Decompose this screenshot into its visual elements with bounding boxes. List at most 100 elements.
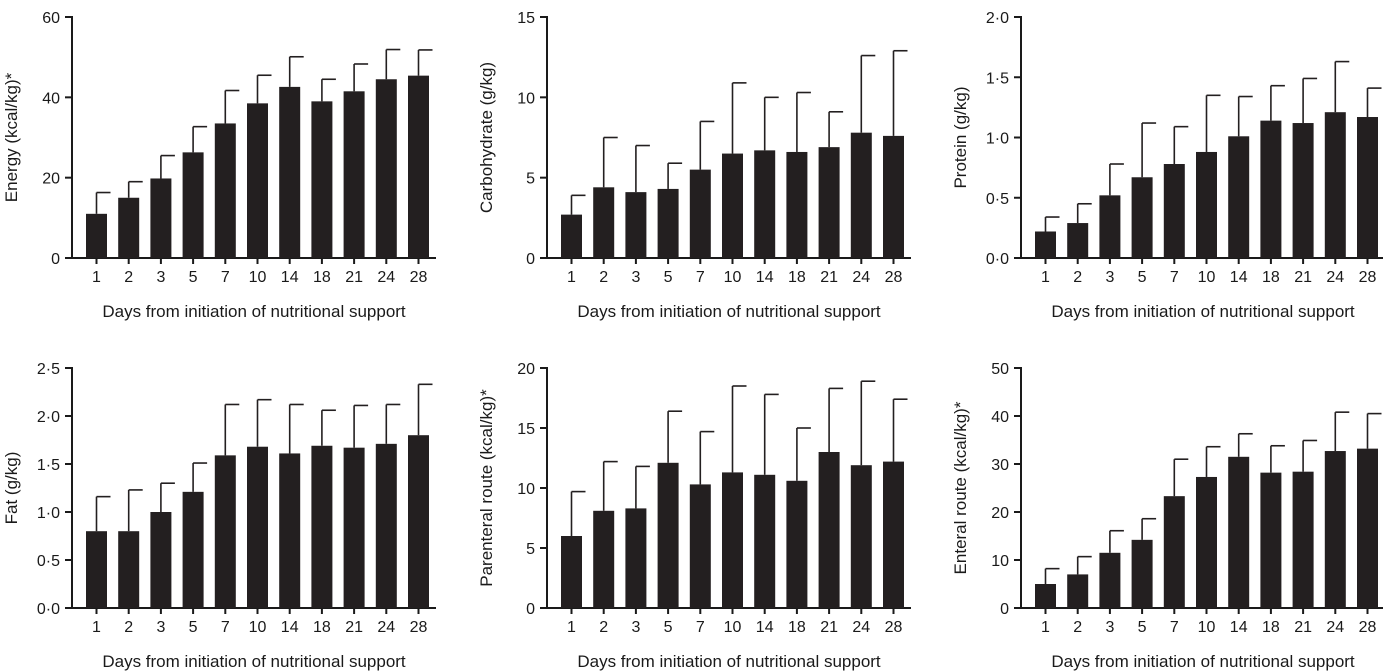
x-tick-label: 1 xyxy=(1041,269,1050,286)
bar-day-2 xyxy=(118,531,140,608)
x-tick-label: 1 xyxy=(92,269,101,286)
y-tick-label: 10 xyxy=(517,90,535,107)
bar-day-5 xyxy=(657,462,679,608)
y-tick-label: 20 xyxy=(517,361,535,378)
y-tick-label: 1·0 xyxy=(986,131,1009,148)
x-tick-label: 3 xyxy=(631,619,640,636)
y-tick-label: 5 xyxy=(526,541,535,558)
x-tick-label: 18 xyxy=(1262,619,1280,636)
chart-panel-fat: 0·0 0·5 1·0 1·5 2·0 2·5 1 2 3 5 7 10 14 18 21 24 28Days … xyxy=(2,361,436,671)
bar-day-24 xyxy=(850,132,872,258)
x-tick-label: 2 xyxy=(599,269,608,286)
x-tick-label: 14 xyxy=(281,619,299,636)
y-axis-label: Fat (g/kg) xyxy=(2,452,21,525)
bar-day-2 xyxy=(593,510,615,608)
bar-day-3 xyxy=(1099,552,1121,608)
y-tick-label: 1·5 xyxy=(37,457,60,474)
x-tick-label: 28 xyxy=(1359,619,1377,636)
y-tick-label: 15 xyxy=(517,10,535,27)
bar-day-3 xyxy=(625,508,647,608)
x-tick-label: 14 xyxy=(756,269,774,286)
bar-day-7 xyxy=(1163,164,1185,258)
bar-day-7 xyxy=(214,123,236,258)
bar-day-1 xyxy=(86,213,107,258)
bar-day-10 xyxy=(1196,151,1217,258)
x-tick-label: 28 xyxy=(885,619,903,636)
bar-day-5 xyxy=(1131,177,1153,258)
y-axis-label: Parenteral route (kcal/kg)* xyxy=(477,389,496,587)
bar-day-28 xyxy=(883,461,904,608)
x-tick-label: 5 xyxy=(189,619,198,636)
bar-day-1 xyxy=(1035,231,1056,258)
x-tick-label: 3 xyxy=(156,619,165,636)
y-axis-label: Energy (kcal/kg)* xyxy=(2,72,21,202)
x-tick-label: 2 xyxy=(1073,269,1082,286)
y-tick-label: 40 xyxy=(991,409,1009,426)
x-tick-label: 5 xyxy=(1138,269,1147,286)
bar-day-14 xyxy=(279,86,301,258)
x-tick-label: 2 xyxy=(1073,619,1082,636)
x-tick-label: 1 xyxy=(1041,619,1050,636)
bar-day-24 xyxy=(1324,112,1346,258)
bar-day-18 xyxy=(311,101,333,258)
x-tick-label: 7 xyxy=(221,269,230,286)
y-tick-label: 5 xyxy=(526,171,535,188)
x-tick-label: 7 xyxy=(221,619,230,636)
x-tick-label: 24 xyxy=(852,619,870,636)
x-tick-label: 24 xyxy=(377,619,395,636)
bar-day-5 xyxy=(1131,539,1153,608)
y-tick-label: 0 xyxy=(51,251,60,268)
x-tick-label: 10 xyxy=(249,619,267,636)
bar-day-28 xyxy=(408,75,429,258)
x-tick-label: 21 xyxy=(1294,619,1312,636)
x-tick-label: 3 xyxy=(1105,619,1114,636)
bar-day-5 xyxy=(182,491,204,608)
bar-day-7 xyxy=(1163,496,1185,608)
bar-day-21 xyxy=(1292,471,1314,608)
x-tick-label: 5 xyxy=(664,269,673,286)
bar-day-28 xyxy=(1357,117,1378,258)
x-tick-label: 14 xyxy=(1230,269,1248,286)
bar-day-24 xyxy=(375,443,397,608)
x-axis-label: Days from initiation of nutritional supp… xyxy=(577,302,881,321)
x-tick-label: 18 xyxy=(313,619,331,636)
bar-day-10 xyxy=(247,103,268,258)
x-tick-label: 18 xyxy=(313,269,331,286)
x-tick-label: 28 xyxy=(885,269,903,286)
bar-day-7 xyxy=(689,484,711,608)
x-tick-label: 28 xyxy=(410,269,428,286)
x-tick-label: 10 xyxy=(724,269,742,286)
bar-day-2 xyxy=(1067,223,1089,258)
x-tick-label: 28 xyxy=(410,619,428,636)
bar-day-10 xyxy=(722,472,743,608)
bar-day-18 xyxy=(786,480,808,608)
x-tick-label: 3 xyxy=(1105,269,1114,286)
y-tick-label: 20 xyxy=(991,505,1009,522)
x-tick-label: 1 xyxy=(567,269,576,286)
y-tick-label: 10 xyxy=(517,481,535,498)
bar-day-21 xyxy=(343,447,365,608)
x-tick-label: 18 xyxy=(788,619,806,636)
x-axis-label: Days from initiation of nutritional supp… xyxy=(1051,652,1355,671)
x-tick-label: 28 xyxy=(1359,269,1377,286)
bar-day-1 xyxy=(561,536,582,608)
bar-day-14 xyxy=(754,150,776,258)
x-tick-label: 2 xyxy=(124,269,133,286)
x-tick-label: 21 xyxy=(345,619,363,636)
y-tick-label: 1·5 xyxy=(986,70,1009,87)
y-tick-label: 0 xyxy=(526,601,535,618)
y-tick-label: 0·5 xyxy=(986,191,1009,208)
x-tick-label: 7 xyxy=(696,269,705,286)
x-tick-label: 1 xyxy=(92,619,101,636)
y-tick-label: 50 xyxy=(991,361,1009,378)
y-tick-label: 20 xyxy=(42,171,60,188)
x-tick-label: 24 xyxy=(852,269,870,286)
y-tick-label: 2·5 xyxy=(37,361,60,378)
bar-day-24 xyxy=(1324,451,1346,608)
x-tick-label: 2 xyxy=(599,619,608,636)
bar-day-24 xyxy=(375,79,397,258)
y-tick-label: 60 xyxy=(42,10,60,27)
